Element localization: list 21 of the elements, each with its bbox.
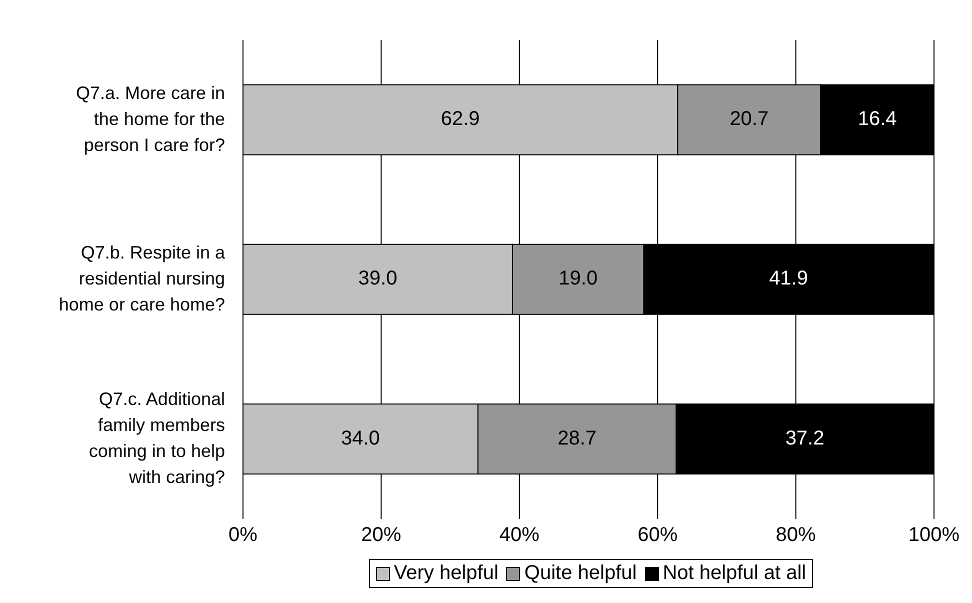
x-tick-label: 40% [499, 524, 540, 546]
data-label: 39.0 [358, 268, 398, 290]
x-tick-label: 0% [228, 524, 258, 546]
data-label: 37.2 [785, 427, 824, 450]
x-tick-label: 20% [361, 524, 402, 546]
x-tick-label: 60% [638, 524, 678, 546]
data-label: 34.0 [341, 427, 380, 450]
y-tick-label: Q7.c. Additional family members coming in to help with caring? [88, 388, 225, 487]
y-tick-label: Q7.b. Respite in a residential nursing home or care home? [58, 242, 226, 314]
y-tick-label: Q7.a. More care in the home for the person I care for? [76, 82, 225, 155]
data-label: 20.7 [730, 108, 769, 130]
data-label: 28.7 [558, 427, 597, 450]
x-tick-label: 100% [908, 524, 960, 546]
data-label: 19.0 [558, 268, 598, 290]
x-tick-label: 80% [776, 524, 816, 546]
legend-label: Very helpful [392, 562, 498, 585]
data-label: 16.4 [858, 108, 897, 130]
data-label: 62.9 [440, 108, 480, 130]
legend-label: Quite helpful [523, 562, 637, 585]
data-label: 41.9 [769, 268, 808, 290]
legend-label: Not helpful at all [662, 562, 806, 585]
